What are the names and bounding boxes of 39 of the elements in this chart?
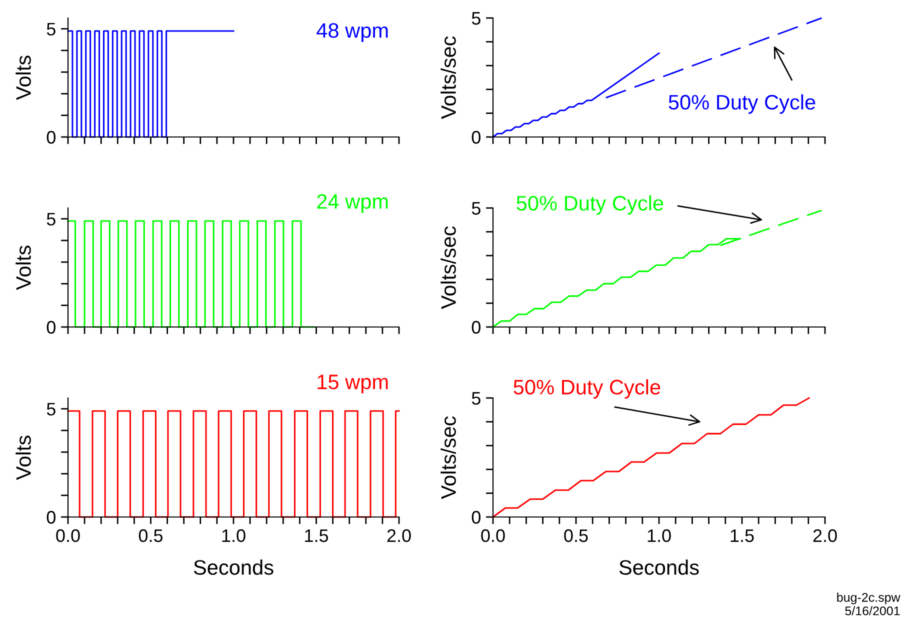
annotation: 50% Duty Cycle	[516, 195, 664, 215]
y-axis-title: Volts	[16, 246, 31, 290]
y-tick-label: 0	[46, 320, 56, 334]
annotation: 50% Duty Cycle	[668, 94, 816, 114]
x-tick-label: 1.5	[305, 529, 328, 542]
series-label: 15 wpm	[318, 374, 388, 394]
line-series	[492, 52, 660, 138]
y-tick-label: 0	[46, 130, 56, 144]
y-tick-label: 5	[472, 12, 480, 25]
x-axis-title: Seconds	[194, 560, 274, 575]
y-tick-label: 0	[472, 510, 480, 524]
y-tick-label: 5	[46, 212, 56, 226]
y-tick-label: 5	[46, 22, 56, 36]
y-tick-label: 0	[46, 510, 56, 524]
series-label: 24 wpm	[317, 194, 388, 213]
x-tick-label: 1.0	[222, 529, 246, 542]
y-tick-label: 0	[472, 320, 480, 334]
y-axis-title: Volts/sec	[440, 416, 456, 500]
x-tick-label: 2.0	[387, 529, 411, 542]
y-axis-title: Volts	[16, 436, 31, 480]
y-axis-title: Volts/sec	[440, 36, 456, 120]
x-tick-label: 1.0	[648, 529, 671, 542]
x-axis-title: Seconds	[619, 560, 699, 575]
text: bug-2c.spw 5/16/2001	[837, 592, 900, 616]
y-tick-label: 5	[472, 202, 480, 215]
y-axis-title: Volts	[16, 56, 31, 100]
y-tick-label: 5	[472, 392, 480, 405]
x-tick-label: 0.5	[564, 529, 588, 542]
text: 48 wpm	[316, 23, 388, 42]
x-tick-label: 0.0	[56, 529, 80, 542]
x-tick-label: 0.0	[481, 529, 505, 542]
x-tick-label: 1.5	[730, 529, 754, 542]
y-axis-title: Volts/sec	[440, 226, 456, 310]
line-series	[492, 397, 810, 518]
x-tick-label: 0.5	[138, 529, 163, 542]
y-tick-label: 0	[472, 130, 480, 144]
x-tick-label: 2.0	[813, 529, 837, 542]
y-tick-label: 5	[46, 402, 56, 416]
annotation: 50% Duty Cycle	[514, 379, 660, 399]
